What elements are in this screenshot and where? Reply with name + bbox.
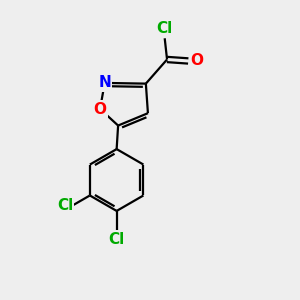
Text: Cl: Cl	[57, 197, 73, 212]
Text: Cl: Cl	[157, 21, 173, 36]
Text: O: O	[190, 53, 204, 68]
Text: O: O	[94, 101, 106, 116]
Text: N: N	[98, 75, 111, 90]
Text: Cl: Cl	[109, 232, 125, 247]
